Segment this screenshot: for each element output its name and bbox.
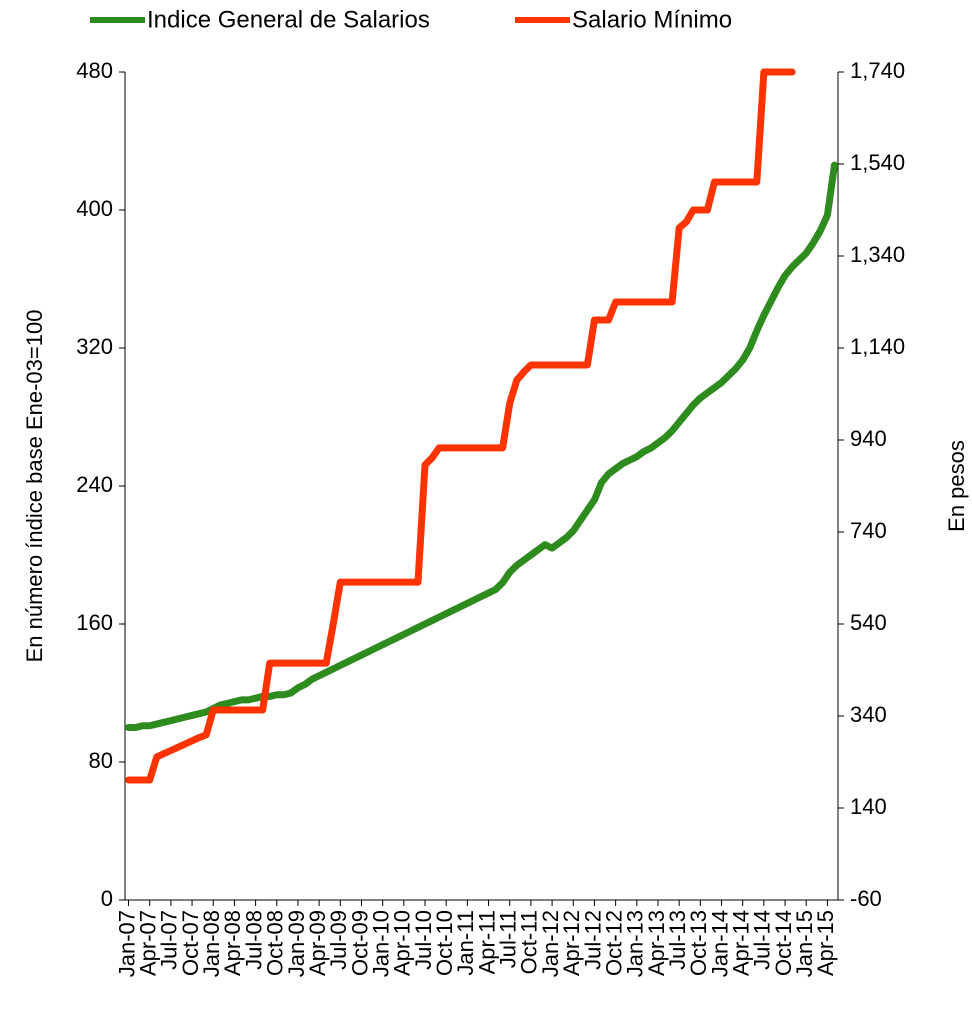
x-tick-label: Jan-09 [284, 910, 309, 977]
x-tick-label: Apr-08 [220, 910, 245, 976]
x-tick-label: Jan-07 [114, 910, 139, 977]
y2-tick-label: 940 [850, 426, 887, 451]
x-tick-label: Jul-10 [411, 910, 436, 970]
y2-tick-label: 740 [850, 518, 887, 543]
x-tick-label: Apr-14 [729, 910, 754, 976]
x-tick-label: Apr-11 [474, 910, 499, 974]
y-tick-label: 240 [76, 472, 113, 497]
y2-tick-label: 340 [850, 702, 887, 727]
y2-tick-label: 540 [850, 610, 887, 635]
x-tick-label: Oct-08 [263, 910, 288, 976]
x-tick-label: Jul-08 [241, 910, 266, 970]
x-tick-label: Apr-07 [136, 910, 161, 976]
y-tick-label: 400 [76, 196, 113, 221]
y-tick-label: 160 [76, 610, 113, 635]
x-tick-label: Oct-12 [601, 910, 626, 976]
x-tick-label: Apr-10 [390, 910, 415, 976]
x-tick-label: Oct-10 [432, 910, 457, 976]
y-tick-label: 0 [101, 886, 113, 911]
y-tick-label: 320 [76, 334, 113, 359]
x-tick-label: Jul-13 [665, 910, 690, 970]
y-tick-label: 80 [89, 748, 113, 773]
x-tick-label: Oct-09 [347, 910, 372, 976]
y-axis-title: En número índice base Ene-03=100 [22, 310, 47, 663]
x-tick-label: Jan-08 [199, 910, 224, 977]
x-tick-label: Apr-13 [644, 910, 669, 976]
y-tick-label: 480 [76, 58, 113, 83]
x-tick-label: Apr-09 [305, 910, 330, 976]
x-tick-label: Apr-15 [813, 910, 838, 976]
x-tick-label: Jul-12 [580, 910, 605, 970]
x-tick-label: Jan-14 [707, 910, 732, 977]
x-tick-label: Oct-07 [178, 910, 203, 976]
x-tick-label: Jul-14 [750, 910, 775, 970]
x-tick-label: Jul-11 [496, 910, 521, 968]
x-tick-label: Jan-12 [538, 910, 563, 977]
x-tick-label: Jan-13 [623, 910, 648, 977]
x-tick-label: Jan-11 [453, 910, 478, 976]
legend-label: Indice General de Salarios [147, 6, 430, 33]
x-tick-label: Jan-15 [792, 910, 817, 977]
legend-label: Salario Mínimo [572, 6, 732, 33]
y2-tick-label: 1,740 [850, 58, 905, 83]
y2-tick-label: 1,540 [850, 150, 905, 175]
series-line [125, 68, 796, 784]
x-tick-label: Jan-10 [368, 910, 393, 977]
y2-axis-title: En pesos [944, 440, 969, 532]
series-line [125, 161, 838, 731]
x-tick-label: Oct-11 [517, 910, 542, 974]
y2-tick-label: 1,140 [850, 334, 905, 359]
y2-tick-label: -60 [850, 886, 882, 911]
y2-tick-label: 140 [850, 794, 887, 819]
x-tick-label: Apr-12 [559, 910, 584, 976]
x-tick-label: Jul-09 [326, 910, 351, 970]
x-tick-label: Oct-14 [771, 910, 796, 976]
y2-tick-label: 1,340 [850, 242, 905, 267]
x-tick-label: Oct-13 [686, 910, 711, 976]
x-tick-label: Jul-07 [157, 910, 182, 970]
